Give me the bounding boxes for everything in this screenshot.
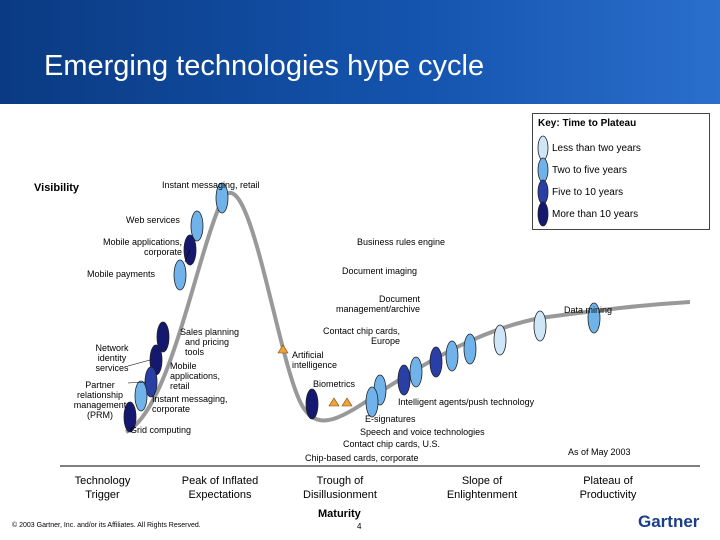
label-im-corporate: Instant messaging, corporate <box>152 394 228 414</box>
copyright: © 2003 Gartner, Inc. and/or its Affiliat… <box>12 522 201 529</box>
gartner-logo: Gartner <box>638 512 700 531</box>
marker-intelligent-agents <box>409 356 423 388</box>
marker-prm <box>123 401 137 433</box>
label-chip-cards-us: Contact chip cards, U.S. <box>343 439 441 449</box>
label-business-rules: Business rules engine <box>357 237 446 247</box>
key-item-5to10: Five to 10 years <box>552 187 624 198</box>
marker-chip-cards-us <box>397 364 411 396</box>
label-biometrics: Biometrics <box>313 379 356 389</box>
triangle-biometrics-a <box>328 397 340 407</box>
marker-sales-planning <box>156 321 170 353</box>
marker-instant-messaging-retail <box>215 182 229 214</box>
key-title: Key: Time to Plateau <box>538 118 637 129</box>
label-sales-planning: Sales planning and pricing tools <box>180 327 240 357</box>
key-item-gt10: More than 10 years <box>552 209 639 220</box>
marker-web-services <box>190 210 204 242</box>
label-speech-voice: Speech and voice technologies <box>360 427 485 437</box>
label-ai: Artificial intelligence <box>292 350 338 370</box>
marker-document-imaging <box>493 324 507 356</box>
marker-data-mining <box>587 302 601 334</box>
marker-chip-cards-europe <box>445 340 459 372</box>
phase-technology-trigger: Technology Trigger <box>74 475 131 501</box>
marker-doc-mgmt <box>463 333 477 365</box>
marker-biometrics <box>305 388 319 420</box>
label-prm: Partner relationship management (PRM) <box>73 380 127 420</box>
marker-mobile-payments <box>173 259 187 291</box>
label-intelligent-agents: Intelligent agents/push technology <box>398 397 535 407</box>
label-doc-mgmt: Document management/archive <box>335 294 420 314</box>
label-document-imaging: Document imaging <box>342 266 418 276</box>
phase-trough: Trough of Disillusionment <box>303 475 377 501</box>
label-mobile-apps-corporate: Mobile applications, corporate <box>102 237 182 257</box>
marker-im-corporate <box>134 380 148 412</box>
slide-title: Emerging technologies hype cycle <box>44 50 485 82</box>
marker-business-rules <box>533 310 547 342</box>
key-item-2to5: Two to five years <box>552 165 628 176</box>
label-mobile-payments: Mobile payments <box>87 269 156 279</box>
label-chip-cards-corporate: Chip-based cards, corporate <box>305 453 419 463</box>
label-chip-cards-europe: Contact chip cards, Europe <box>322 326 400 346</box>
phase-slope: Slope of Enlightenment <box>446 475 518 501</box>
label-e-signatures: E-signatures <box>365 414 416 424</box>
triangle-biometrics-b <box>341 397 353 407</box>
date-note: As of May 2003 <box>568 447 631 457</box>
marker-speech-voice <box>365 386 379 418</box>
y-axis-label: Visibility <box>34 182 80 194</box>
label-grid-computing: Grid computing <box>130 425 192 435</box>
phase-plateau: Plateau of Productivity <box>579 475 637 501</box>
label-network-identity: Network identity services <box>95 343 129 373</box>
phase-peak: Peak of Inflated Expectations <box>181 475 259 501</box>
label-instant-messaging-retail: Instant messaging, retail <box>162 180 260 190</box>
marker-chip-cards-corporate <box>429 346 443 378</box>
page-number: 4 <box>357 522 362 531</box>
title-banner <box>0 0 720 104</box>
label-mobile-apps-retail: Mobile applications, retail <box>170 361 221 391</box>
x-axis-label: Maturity <box>318 508 361 520</box>
key-item-lt2: Less than two years <box>552 143 641 154</box>
label-web-services: Web services <box>126 215 180 225</box>
triangle-ai <box>277 344 289 354</box>
label-data-mining: Data mining <box>564 305 613 315</box>
key-box <box>532 113 710 230</box>
